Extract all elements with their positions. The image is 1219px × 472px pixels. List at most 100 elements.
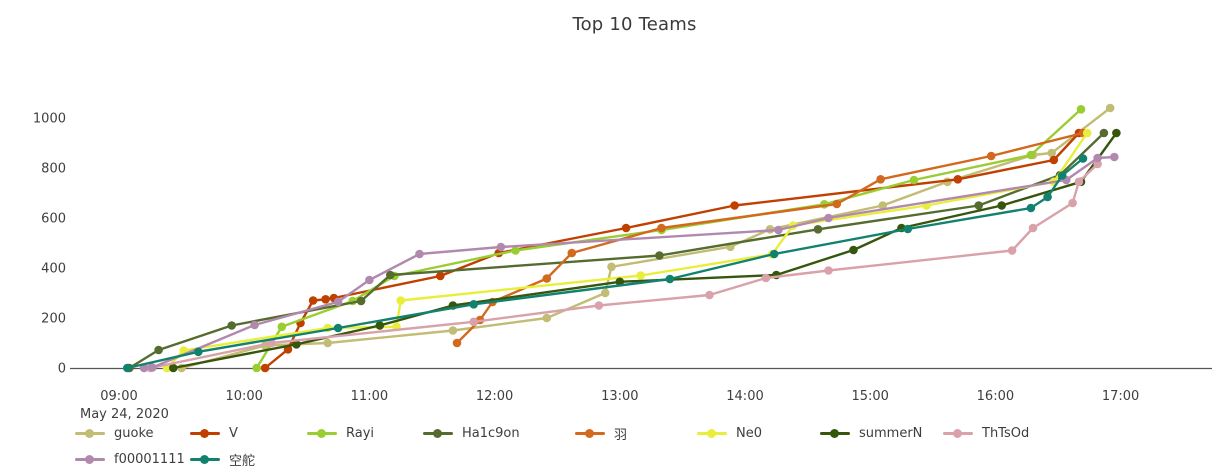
data-point-空舵[interactable]: [903, 224, 913, 234]
data-point-羽[interactable]: [876, 175, 885, 184]
data-point-Rayi[interactable]: [511, 246, 520, 255]
data-point-Ha1c9on[interactable]: [655, 251, 664, 260]
data-point-空舵[interactable]: [1043, 192, 1052, 202]
data-point-Ha1c9on[interactable]: [974, 201, 983, 210]
data-point-羽[interactable]: [452, 338, 462, 348]
legend-item-guoke[interactable]: guoke: [75, 425, 154, 441]
data-point-V[interactable]: [730, 201, 739, 210]
data-point-guoke[interactable]: [600, 288, 610, 298]
data-point-guoke[interactable]: [878, 201, 887, 210]
data-point-羽[interactable]: [567, 248, 577, 258]
data-point-空舵[interactable]: [769, 249, 779, 259]
data-point-V[interactable]: [953, 175, 963, 184]
data-point-ThTsOd[interactable]: [761, 273, 771, 283]
data-point-f00001111[interactable]: [824, 213, 833, 223]
data-point-guoke[interactable]: [607, 262, 616, 272]
data-point-V[interactable]: [260, 363, 270, 373]
data-point-f00001111[interactable]: [1093, 153, 1102, 163]
data-point-羽[interactable]: [986, 151, 996, 161]
data-point-f00001111[interactable]: [333, 297, 343, 307]
data-point-Ha1c9on[interactable]: [356, 296, 366, 306]
data-point-summerN[interactable]: [1112, 128, 1121, 138]
data-point-ThTsOd[interactable]: [1093, 159, 1102, 169]
data-point-空舵[interactable]: [1026, 203, 1036, 213]
data-point-summerN[interactable]: [849, 245, 858, 255]
data-point-空舵[interactable]: [469, 300, 479, 309]
data-point-空舵[interactable]: [194, 347, 203, 357]
data-point-空舵[interactable]: [1057, 171, 1067, 180]
legend-item-Rayi[interactable]: Rayi: [307, 425, 374, 441]
legend-marker-icon: [85, 428, 94, 438]
series-line-Ha1c9on[interactable]: [128, 131, 1106, 370]
data-point-空舵[interactable]: [1078, 154, 1088, 163]
data-point-ThTsOd[interactable]: [1007, 246, 1017, 255]
legend-item-V[interactable]: V: [190, 425, 238, 441]
x-axis-date-label: May 24, 2020: [80, 407, 169, 422]
data-point-Ne0[interactable]: [1082, 128, 1092, 138]
data-point-summerN[interactable]: [375, 321, 385, 330]
data-point-summerN[interactable]: [169, 363, 178, 373]
data-point-V[interactable]: [621, 223, 631, 233]
data-point-空舵[interactable]: [333, 323, 343, 333]
data-point-Rayi[interactable]: [1076, 105, 1086, 114]
data-point-guoke[interactable]: [448, 326, 458, 335]
data-point-Ne0[interactable]: [636, 271, 645, 280]
data-point-ThTsOd[interactable]: [1028, 223, 1038, 233]
legend-item-Ne0[interactable]: Ne0: [697, 425, 762, 441]
legend-item-Ha1c9on[interactable]: Ha1c9on: [423, 425, 520, 441]
data-point-guoke[interactable]: [542, 313, 552, 323]
data-point-guoke[interactable]: [323, 338, 333, 348]
data-point-summerN[interactable]: [997, 201, 1006, 210]
data-point-guoke[interactable]: [1105, 103, 1115, 113]
data-point-Ha1c9on[interactable]: [227, 321, 236, 330]
data-point-Ha1c9on[interactable]: [1099, 128, 1109, 138]
data-point-Rayi[interactable]: [277, 322, 287, 332]
data-point-f00001111[interactable]: [774, 225, 783, 235]
data-point-V[interactable]: [321, 295, 330, 304]
series-line-f00001111[interactable]: [142, 155, 1116, 370]
data-point-ThTsOd[interactable]: [469, 317, 479, 327]
data-point-f00001111[interactable]: [496, 242, 506, 252]
data-point-ThTsOd[interactable]: [1074, 177, 1084, 187]
legend-item-f00001111[interactable]: f00001111: [75, 451, 185, 467]
data-point-ThTsOd[interactable]: [594, 301, 604, 310]
data-point-f00001111[interactable]: [148, 363, 157, 372]
data-point-羽[interactable]: [542, 274, 552, 283]
legend-item-羽[interactable]: 羽: [575, 425, 627, 443]
data-point-f00001111[interactable]: [365, 275, 374, 285]
series-line-guoke[interactable]: [180, 106, 1112, 370]
legend-swatch-summerN: [820, 428, 850, 438]
data-point-summerN[interactable]: [615, 277, 625, 287]
data-point-空舵[interactable]: [123, 363, 132, 373]
legend-item-空舵[interactable]: 空舵: [190, 451, 255, 469]
data-point-Ha1c9on[interactable]: [154, 345, 163, 355]
data-point-Rayi[interactable]: [1026, 150, 1036, 160]
data-point-V[interactable]: [308, 296, 318, 305]
data-point-f00001111[interactable]: [250, 320, 259, 330]
data-point-Rayi[interactable]: [909, 175, 919, 185]
data-point-V[interactable]: [1049, 155, 1059, 165]
data-point-f00001111[interactable]: [1110, 152, 1119, 162]
series-line-V[interactable]: [263, 131, 1081, 370]
data-point-Rayi[interactable]: [252, 363, 261, 373]
data-point-guoke[interactable]: [1047, 148, 1056, 158]
data-point-Ha1c9on[interactable]: [813, 225, 823, 234]
data-point-f00001111[interactable]: [415, 249, 424, 259]
series-line-Rayi[interactable]: [255, 108, 1083, 370]
data-point-Ne0[interactable]: [396, 296, 406, 305]
data-point-空舵[interactable]: [665, 274, 675, 284]
data-point-V[interactable]: [436, 271, 445, 281]
legend-label: Rayi: [346, 425, 375, 441]
data-point-羽[interactable]: [657, 223, 666, 233]
data-point-Ha1c9on[interactable]: [386, 270, 395, 280]
data-point-ThTsOd[interactable]: [1068, 198, 1077, 208]
data-point-ThTsOd[interactable]: [824, 266, 833, 275]
legend-item-summerN[interactable]: summerN: [820, 425, 922, 441]
x-axis-tick-label: 09:00: [100, 389, 137, 404]
legend-label: Ne0: [736, 425, 762, 441]
legend-item-ThTsOd[interactable]: ThTsOd: [943, 425, 1029, 441]
data-point-ThTsOd[interactable]: [705, 290, 714, 300]
data-point-summerN[interactable]: [292, 340, 301, 349]
data-point-羽[interactable]: [832, 199, 842, 209]
